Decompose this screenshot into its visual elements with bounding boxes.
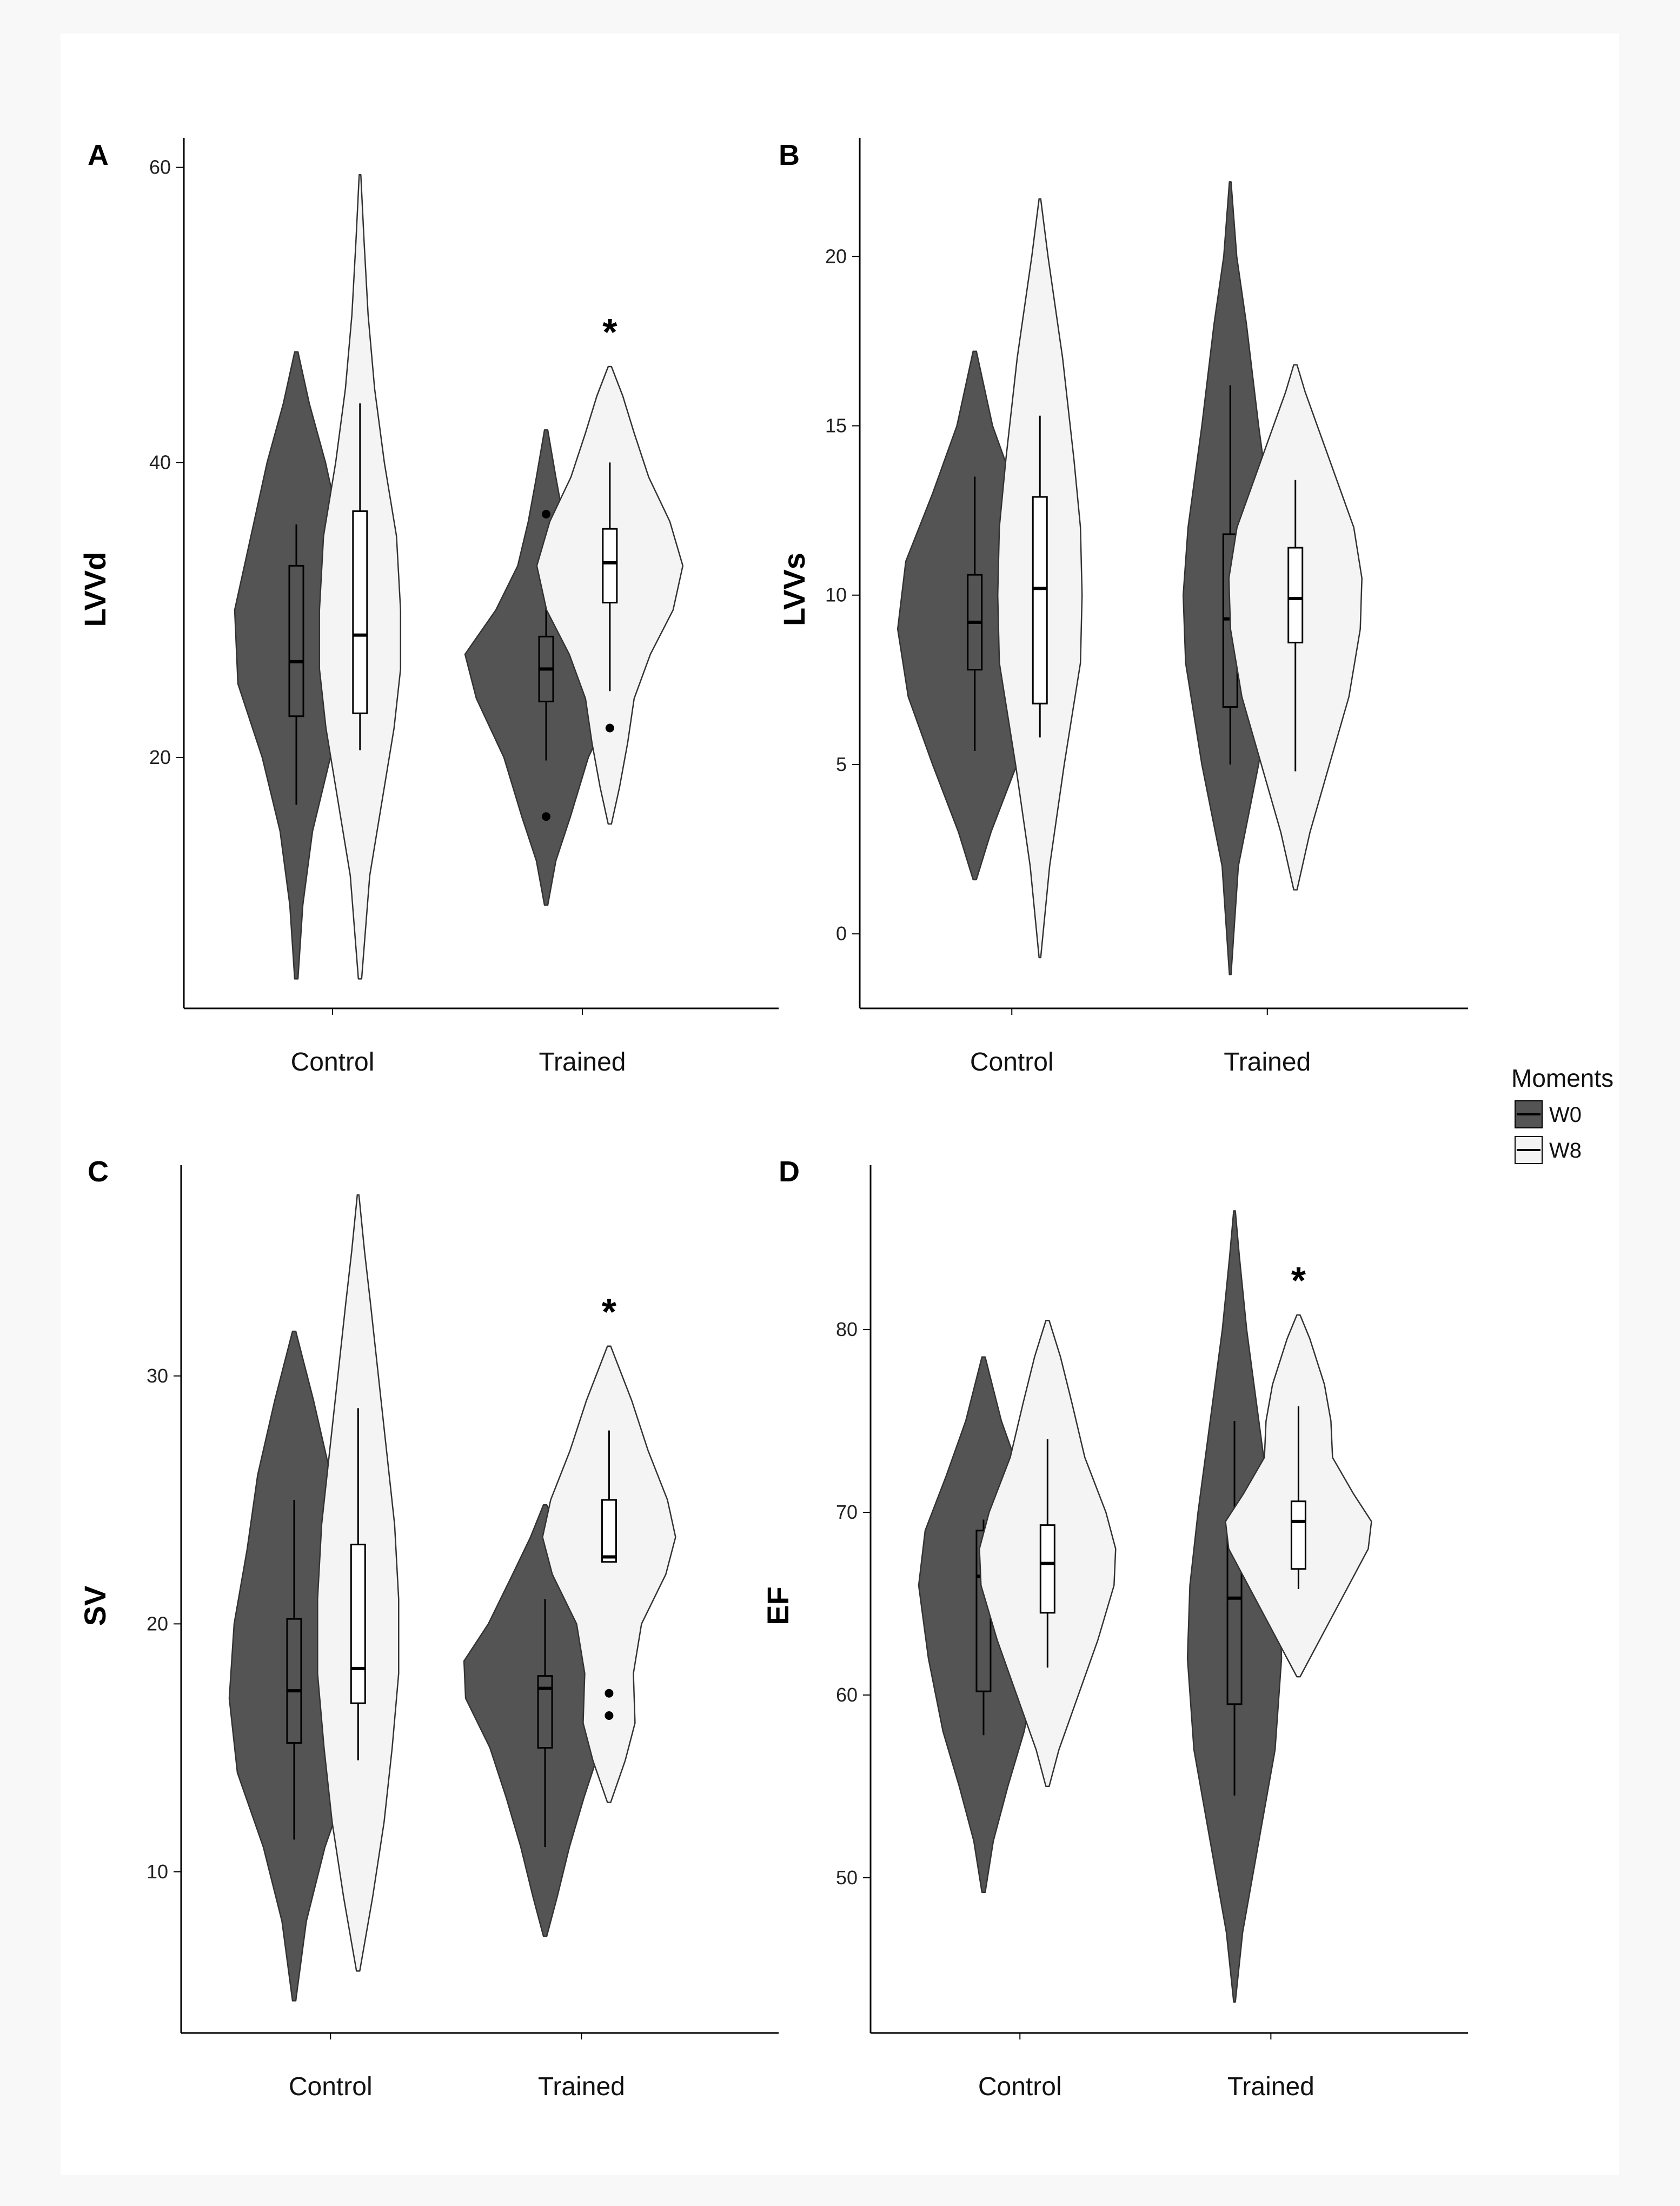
panel-b-letter: B — [779, 139, 800, 171]
panel-a-trained-w8-box — [602, 528, 618, 604]
panel-c-trained-w8-violin — [542, 1345, 676, 1803]
panel-d-xtick-label-trained: Trained — [1227, 2072, 1314, 2101]
panel-a-letter: A — [88, 139, 109, 171]
panel-d-xtick-label-control: Control — [978, 2072, 1062, 2101]
panel-b-xtick-label-control: Control — [970, 1048, 1054, 1077]
panel-c-trained-w8-outlier — [605, 1711, 614, 1720]
panel-c-ylabel: SV — [78, 1586, 112, 1626]
panel-c-ytick-label: 10 — [147, 1861, 168, 1883]
panel-c-trained-w8-significance: * — [602, 1291, 617, 1333]
panel-c-control-w0-box — [286, 1618, 302, 1744]
panel-b: B LVVs 0 5 10 15 20 Control Trained — [777, 138, 1468, 1077]
panel-c: C SV 10 20 30 Control Trained * — [78, 1155, 779, 2101]
panel-c-ytick-label: 30 — [147, 1365, 168, 1387]
legend-entry-w8: W8 — [1515, 1136, 1582, 1164]
panel-b-control-w8-box — [1032, 496, 1048, 705]
panel-d-letter: D — [779, 1155, 800, 1188]
legend-entry-w0: W0 — [1515, 1100, 1582, 1128]
panel-a-ytick-label: 20 — [149, 746, 171, 768]
panel-d-ytick-label: 60 — [836, 1684, 858, 1706]
panel-b-xtick-label-trained: Trained — [1224, 1048, 1311, 1077]
legend-label-w0: W0 — [1549, 1103, 1582, 1127]
panel-a-xtick-label-control: Control — [291, 1048, 375, 1077]
panel-d-ytick-label: 50 — [836, 1866, 858, 1889]
panel-c-trained-w8-outlier — [605, 1689, 614, 1698]
legend: Moments W0 W8 — [1511, 1064, 1613, 1164]
legend-label-w8: W8 — [1549, 1139, 1582, 1162]
panel-a-ytick-label: 40 — [149, 451, 171, 473]
panel-d-trained-w8-box — [1290, 1500, 1306, 1570]
panel-b-ytick-label: 10 — [825, 584, 847, 606]
panel-d-control-w8-box — [1039, 1524, 1055, 1614]
panel-b-ytick-label: 20 — [825, 245, 847, 267]
panel-c-letter: C — [88, 1155, 109, 1188]
panel-a-trained-w8-significance: * — [602, 311, 617, 353]
panel-c-xtick-label-control: Control — [289, 2072, 373, 2101]
panel-a-control-w0-box — [288, 564, 304, 717]
panel-d-ylabel: EF — [761, 1586, 795, 1625]
panel-a-ytick-label: 60 — [149, 156, 171, 178]
panel-c-xtick-label-trained: Trained — [538, 2072, 625, 2101]
panel-a: A LVVd 20 40 60 Control Trained * — [78, 138, 779, 1077]
panel-d-trained-w8-significance: * — [1291, 1259, 1306, 1301]
panel-d-ytick-label: 80 — [836, 1318, 858, 1340]
legend-title: Moments — [1511, 1064, 1613, 1092]
panel-a-xtick-label-trained: Trained — [539, 1048, 626, 1077]
panel-a-trained-w0-outlier — [542, 812, 551, 821]
panel-b-ytick-label: 0 — [836, 922, 847, 945]
panel-b-ytick-label: 5 — [836, 753, 847, 775]
panel-d-ytick-label: 70 — [836, 1501, 858, 1523]
panel-d: D EF 50 60 70 80 Control Trained * — [761, 1155, 1468, 2101]
panel-b-ytick-label: 15 — [825, 414, 847, 436]
panel-a-control-w8-box — [352, 510, 368, 714]
panel-a-ylabel: LVVd — [78, 552, 112, 627]
panel-b-ylabel: LVVs — [777, 553, 811, 626]
panel-a-trained-w8-outlier — [605, 723, 614, 733]
panel-c-ytick-label: 20 — [147, 1612, 168, 1634]
panel-a-trained-w0-outlier — [542, 509, 551, 519]
panel-c-trained-w8-box — [601, 1499, 617, 1563]
panel-c-control-w8-box — [350, 1544, 366, 1704]
panel-b-trained-w8-box — [1287, 547, 1304, 643]
